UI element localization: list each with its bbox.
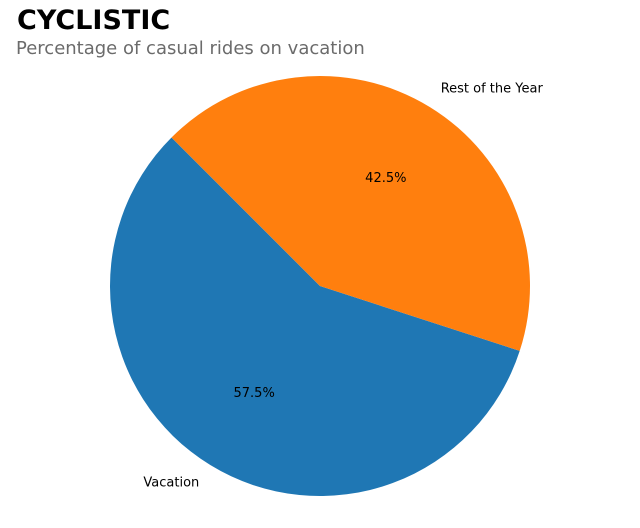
pie-slice-1 bbox=[110, 137, 520, 496]
slice-value-label-2: 42.5% bbox=[365, 171, 406, 186]
pie-slice-2 bbox=[171, 75, 531, 351]
slice-label-1: Vacation bbox=[143, 475, 199, 490]
chart-title: CYCLISTIC bbox=[17, 5, 171, 36]
slice-value-label-1: 57.5% bbox=[234, 386, 275, 401]
slice-label-2: Rest of the Year bbox=[441, 82, 544, 97]
chart-subtitle: Percentage of casual rides on vacation bbox=[16, 38, 365, 59]
